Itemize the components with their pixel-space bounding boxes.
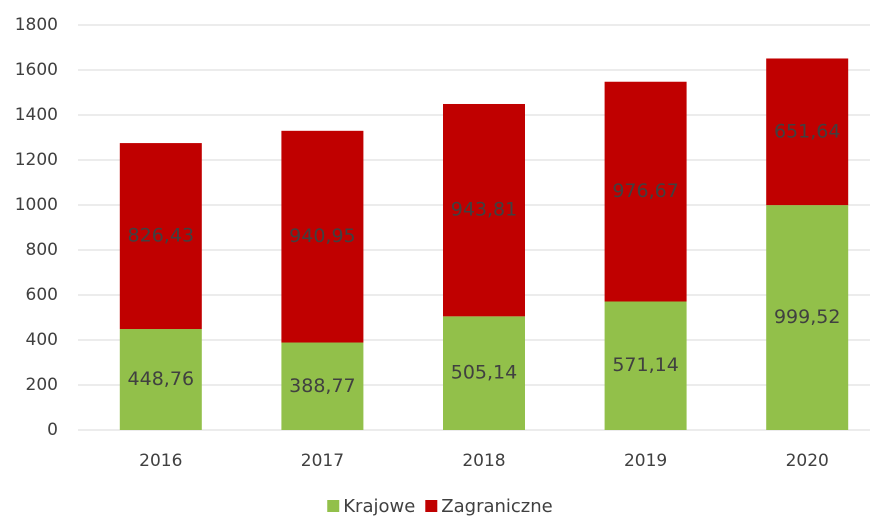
value-label: 505,14 — [451, 362, 517, 384]
value-label: 943,81 — [451, 199, 517, 221]
bar-segment — [604, 301, 687, 430]
legend-swatch — [425, 500, 438, 512]
value-label: 940,95 — [289, 225, 355, 247]
value-label: 571,14 — [612, 354, 678, 376]
bar-segment — [766, 205, 849, 430]
bar-segment — [443, 316, 525, 430]
x-tick-label: 2019 — [624, 451, 667, 471]
bar-segment — [281, 130, 364, 343]
value-label: 826,43 — [128, 225, 194, 247]
legend-label: Zagraniczne — [441, 496, 552, 517]
y-tick-label: 1000 — [15, 195, 58, 215]
value-label: 976,67 — [612, 180, 678, 202]
value-label: 651,64 — [774, 120, 840, 142]
y-tick-label: 1400 — [15, 105, 58, 125]
bar-segment — [281, 342, 364, 430]
bar-segment — [766, 58, 849, 206]
y-tick-label: 400 — [26, 330, 58, 350]
value-label: 388,77 — [289, 375, 355, 397]
value-label: 999,52 — [774, 306, 840, 328]
bar-segment — [443, 103, 525, 317]
y-tick-label: 800 — [26, 240, 58, 260]
x-tick-label: 2016 — [139, 451, 182, 471]
bar-segment — [119, 143, 202, 330]
value-label: 448,76 — [128, 368, 194, 390]
y-tick-label: 200 — [26, 375, 58, 395]
x-tick-label: 2017 — [301, 451, 344, 471]
legend-label: Krajowe — [343, 496, 415, 517]
y-tick-label: 1200 — [15, 150, 58, 170]
x-tick-label: 2018 — [462, 451, 505, 471]
y-tick-label: 0 — [47, 420, 58, 440]
y-tick-label: 1600 — [15, 60, 58, 80]
bar-segment — [604, 81, 687, 302]
y-tick-label: 1800 — [15, 15, 58, 35]
x-tick-label: 2020 — [786, 451, 829, 471]
bar-segment — [119, 329, 202, 430]
legend-swatch — [327, 500, 340, 512]
y-tick-label: 600 — [26, 285, 58, 305]
